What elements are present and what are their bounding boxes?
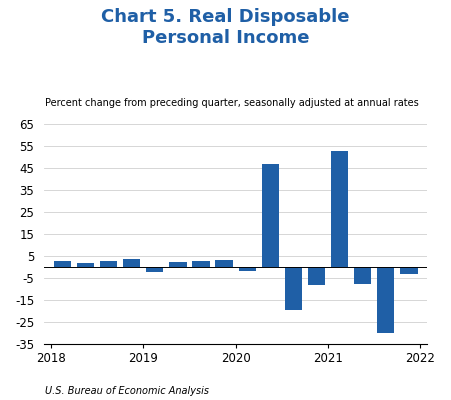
Bar bbox=[308, 267, 325, 286]
Bar bbox=[239, 267, 256, 271]
Bar bbox=[169, 262, 187, 267]
Bar bbox=[54, 261, 71, 267]
Bar bbox=[123, 259, 140, 267]
Bar bbox=[331, 152, 348, 267]
Bar bbox=[216, 260, 233, 267]
Bar bbox=[354, 267, 371, 284]
Text: Percent change from preceding quarter, seasonally adjusted at annual rates: Percent change from preceding quarter, s… bbox=[45, 98, 419, 108]
Bar bbox=[377, 267, 395, 333]
Bar bbox=[262, 164, 279, 267]
Text: Chart 5. Real Disposable
Personal Income: Chart 5. Real Disposable Personal Income bbox=[101, 8, 350, 47]
Bar bbox=[193, 261, 210, 267]
Text: U.S. Bureau of Economic Analysis: U.S. Bureau of Economic Analysis bbox=[45, 386, 209, 396]
Bar bbox=[77, 263, 94, 267]
Bar bbox=[100, 261, 117, 267]
Bar bbox=[400, 267, 418, 274]
Bar bbox=[285, 267, 302, 310]
Bar bbox=[146, 267, 164, 272]
